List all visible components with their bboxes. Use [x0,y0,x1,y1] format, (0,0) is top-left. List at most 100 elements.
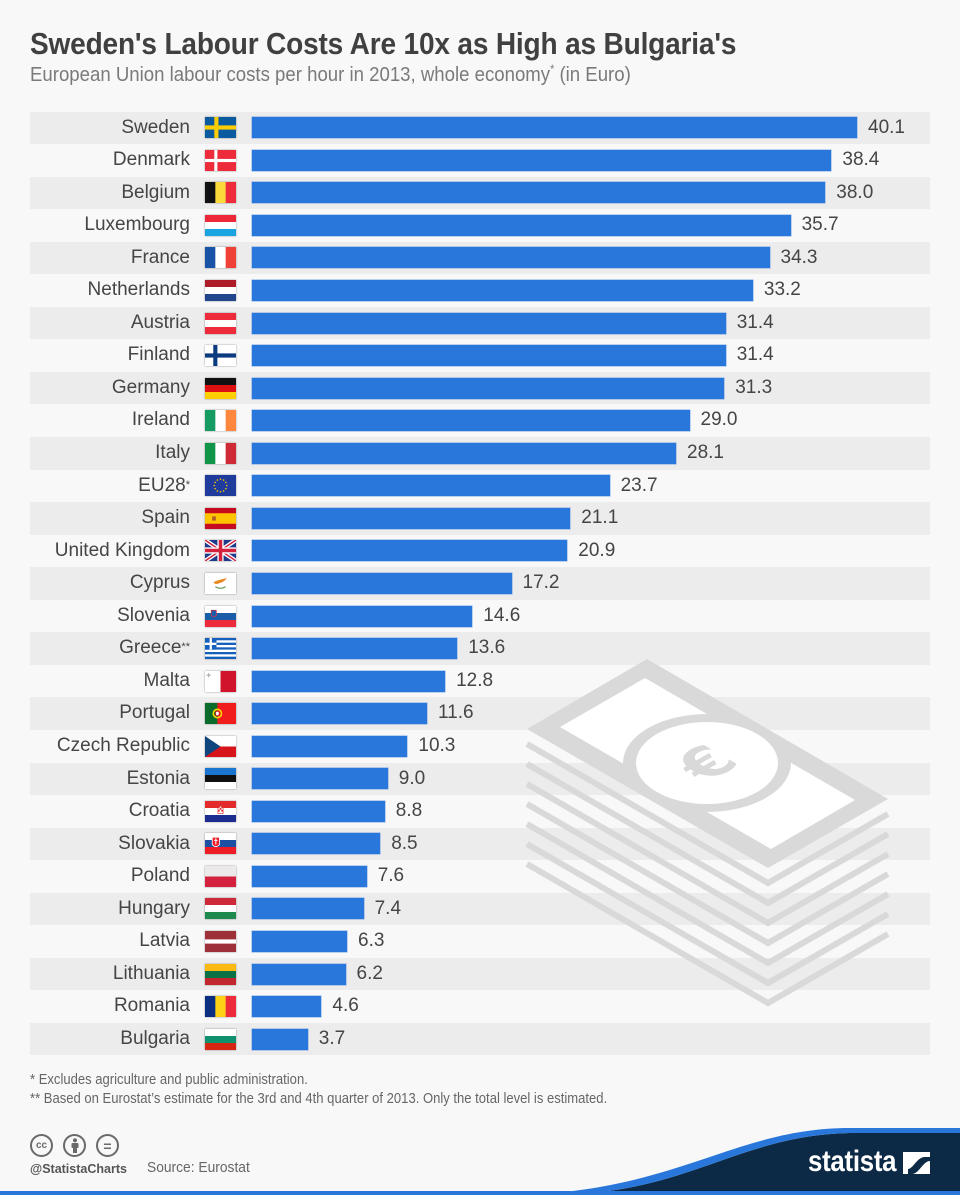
category-name: Luxembourg [84,214,190,236]
category-label: Austria [131,307,190,340]
person-icon [71,1138,78,1153]
data-label: 10.3 [418,734,456,756]
estonia-flag-icon [205,768,236,790]
data-label: 17.2 [522,572,560,594]
category-name: Austria [130,311,190,333]
croatia-flag-icon [205,800,236,822]
germany-flag-icon [205,377,236,399]
category-name: Portugal [119,702,190,724]
category-label: Malta [144,665,190,698]
category-name: Sweden [121,116,190,138]
category-name: France [130,246,190,268]
category-label: Estonia [127,763,190,796]
subtitle-unit: (in Euro) [554,64,631,86]
data-label: 40.1 [868,116,905,138]
attribution-icon[interactable] [63,1134,86,1157]
data-label: 31.4 [736,311,774,333]
category-name: Ireland [131,409,190,431]
subtitle-note-mark: * [550,63,555,76]
category-label: Romania [114,990,190,1023]
slovakia-flag-icon [205,833,236,855]
footer-bottom-line [0,1191,960,1195]
bulgaria-flag-icon [205,1028,236,1050]
bar [252,931,347,953]
data-label: 8.5 [391,832,418,854]
category-name: EU28 [138,474,186,496]
data-label: 38.4 [842,149,880,171]
bar [252,214,791,236]
latvia-flag-icon [205,931,236,953]
category-name: Denmark [112,149,190,171]
category-name: Slovenia [117,604,190,626]
data-label: 3.7 [318,1027,346,1049]
category-label: Croatia [129,795,190,828]
data-label: 23.7 [620,474,658,496]
data-label: 11.6 [438,702,474,724]
bar [252,1028,308,1050]
category-label: Ireland [132,404,190,437]
category-name: Belgium [121,181,190,203]
bar [252,865,367,887]
italy-flag-icon [205,442,236,464]
category-name: Hungary [118,897,190,919]
category-label: Slovenia [117,600,190,633]
category-name: Slovakia [118,832,190,854]
sweden-flag-icon [205,117,236,139]
category-label: EU28* [138,470,190,503]
data-label: 13.6 [468,637,506,659]
category-label: Italy [155,437,190,470]
data-label: 33.2 [763,279,801,301]
category-label: Sweden [121,112,190,145]
cc-icon[interactable]: cc [30,1134,53,1157]
hungary-flag-icon [205,898,236,920]
category-label: Netherlands [88,274,190,307]
bar [252,345,726,367]
bar [252,768,388,790]
category-label: Luxembourg [84,209,190,242]
finland-flag-icon [205,345,236,367]
poland-flag-icon [205,865,236,887]
belgium-flag-icon [205,182,236,204]
statista-logo-icon[interactable] [903,1152,930,1174]
category-label: Lithuania [113,958,190,991]
category-name: Czech Republic [56,734,190,756]
data-label: 12.8 [456,669,494,691]
category-label: Czech Republic [57,730,190,763]
category-name: Latvia [139,930,190,952]
united-kingdom-flag-icon [205,540,236,562]
bar [252,247,770,269]
bar [252,507,571,529]
czech-republic-flag-icon [205,735,236,757]
cyprus-flag-icon [205,572,236,594]
no-derivatives-icon[interactable]: = [96,1134,119,1157]
category-name: Germany [111,376,190,398]
statista-logo-text[interactable]: statista [808,1145,897,1178]
footnote-2: ** Based on Eurostat’s estimate for the … [30,1091,608,1107]
footer-wave-navy [560,1133,960,1195]
category-name: Finland [127,344,190,366]
data-label: 35.7 [801,214,839,236]
category-label: Denmark [113,144,190,177]
ireland-flag-icon [205,410,236,432]
category-label: Latvia [139,925,190,958]
category-name: Poland [130,865,190,887]
bar [252,377,725,399]
data-label: 4.6 [332,995,359,1017]
austria-flag-icon [205,312,236,334]
data-label: 7.6 [377,865,405,887]
bar [252,605,473,627]
category-name: Romania [113,995,190,1017]
category-name: Netherlands [87,279,190,301]
bar [252,996,322,1018]
eu-flag-icon [205,475,236,497]
bar [252,182,826,204]
statista-charts-handle[interactable]: @StatistaCharts [30,1162,127,1176]
category-name: Italy [155,442,190,463]
bar [252,963,346,985]
category-label: Spain [141,502,190,535]
france-flag-icon [205,247,236,269]
portugal-flag-icon [205,703,236,725]
bar [252,572,512,594]
category-name: United Kingdom [54,539,190,561]
